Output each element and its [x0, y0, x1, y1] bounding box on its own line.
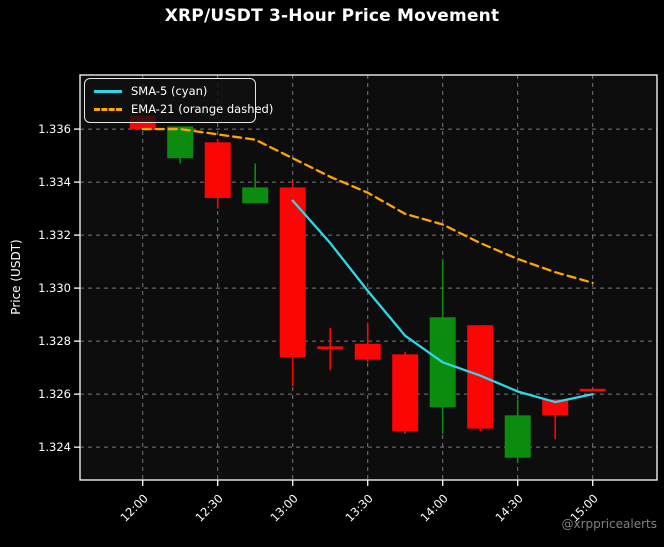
ema-line-swatch	[94, 107, 122, 111]
legend-label-sma: SMA-5 (cyan)	[131, 84, 208, 98]
x-tick-label: 14:00	[417, 491, 450, 524]
candle-body-12:45	[242, 187, 269, 204]
x-tick-label: 13:30	[342, 491, 375, 524]
sma-line-swatch	[94, 89, 122, 93]
y-tick-label: 1.332	[38, 228, 71, 242]
x-tick-label: 13:00	[267, 491, 300, 524]
chart-legend: SMA-5 (cyan) EMA-21 (orange dashed)	[84, 78, 273, 123]
chart-title: XRP/USDT 3-Hour Price Movement	[164, 6, 500, 26]
y-tick-label: 1.334	[38, 175, 71, 189]
candle-body-13:15	[317, 346, 344, 350]
y-tick-label: 1.324	[38, 440, 71, 454]
candle-body-14:15	[467, 325, 494, 429]
watermark: @xrppricealerts	[561, 517, 657, 531]
y-tick-label: 1.328	[38, 334, 71, 348]
candle-body-12:15	[167, 126, 194, 159]
sma-line	[291, 199, 594, 404]
legend-label-ema: EMA-21 (orange dashed)	[131, 102, 274, 116]
ema-line	[141, 127, 594, 284]
legend-item-ema: EMA-21 (orange dashed)	[94, 102, 273, 116]
candle-body-14:45	[542, 399, 569, 416]
candle-body-12:30	[204, 142, 231, 198]
candle-body-13:45	[392, 354, 419, 432]
plot-border	[79, 74, 658, 481]
x-tick-label: 12:00	[117, 491, 150, 524]
x-tick-label: 12:30	[192, 491, 225, 524]
x-tick-label: 14:30	[492, 491, 525, 524]
candle-body-15:00	[579, 388, 606, 392]
candle-body-13:30	[354, 343, 381, 360]
y-tick-label: 1.326	[38, 387, 71, 401]
y-tick-label: 1.336	[38, 122, 71, 136]
y-tick-label: 1.330	[38, 281, 71, 295]
legend-item-sma: SMA-5 (cyan)	[94, 84, 245, 98]
candle-body-13:00	[279, 187, 306, 358]
candle-body-14:30	[504, 415, 531, 458]
